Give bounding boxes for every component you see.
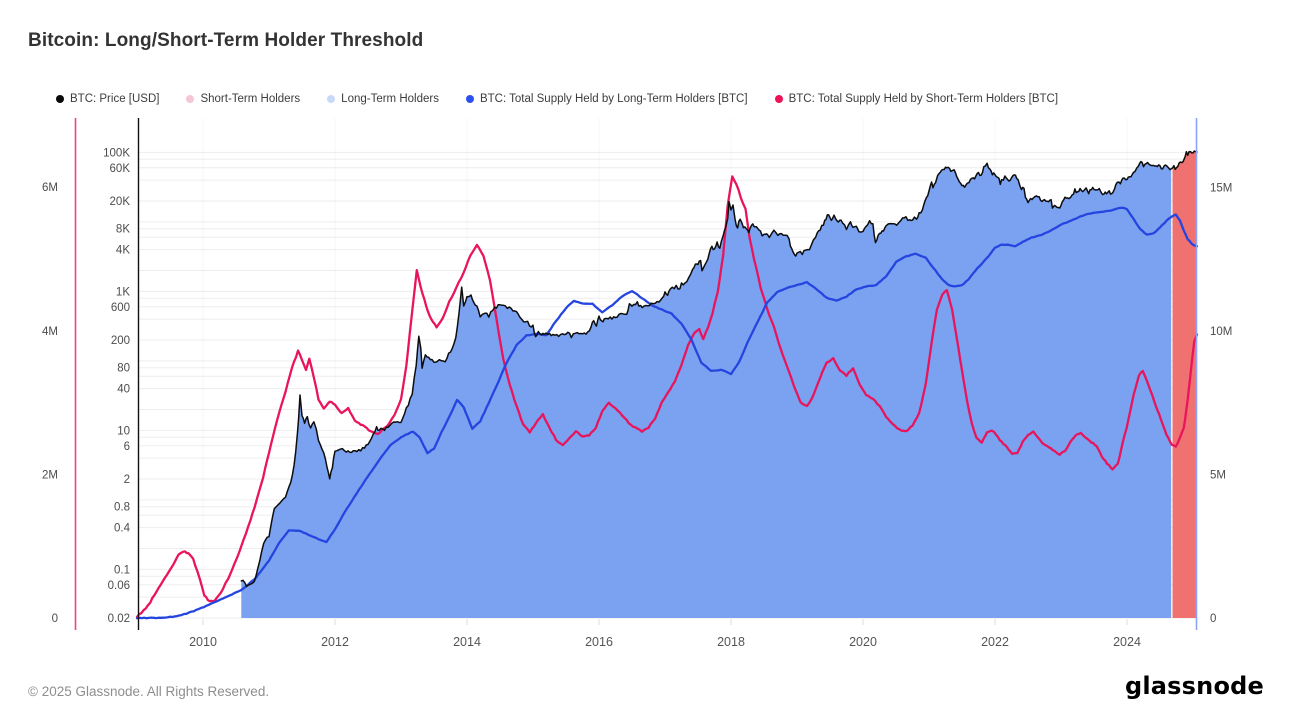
axis-tick-label: 40	[117, 384, 130, 396]
axis-tick-label: 0.1	[114, 564, 130, 576]
lth-supply-line	[135, 206, 1199, 620]
axis-tick-label: 600	[111, 302, 130, 314]
glassnode-logo[interactable]: glassnode	[1124, 672, 1264, 700]
legend-item-0[interactable]: BTC: Price [USD]	[56, 93, 159, 105]
legend: BTC: Price [USD] Short-Term Holders Long-T…	[56, 93, 1058, 105]
axis-tick-label: 0	[1210, 613, 1216, 625]
legend-item-1[interactable]: Short-Term Holders	[186, 93, 300, 105]
axis-tick-label: 1K	[116, 286, 130, 298]
axis-tick-label: 0.8	[114, 502, 130, 514]
axis-tick-label: 2	[124, 474, 130, 486]
axis-tick-label: 8K	[116, 224, 130, 236]
axis-tick-label: 2022	[981, 635, 1009, 649]
sth-supply-line	[135, 175, 1199, 619]
axis-tick-label: 6M	[42, 182, 58, 194]
axis-tick-label: 2012	[321, 635, 349, 649]
axis-tick-label: 0.4	[114, 523, 131, 535]
axis-tick-label: 0.06	[108, 580, 130, 592]
copyright-text: © 2025 Glassnode. All Rights Reserved.	[28, 684, 270, 699]
price-line	[240, 150, 1198, 588]
axis-tick-label: 2010	[189, 635, 217, 649]
axis-tick-label: 6	[124, 441, 130, 453]
axis-tick-label: 200	[111, 335, 130, 347]
legend-item-label: BTC: Total Supply Held by Short-Term Hol…	[788, 93, 1059, 105]
axis-tick-label: 10	[117, 425, 130, 437]
axis-tick-label: 80	[117, 363, 130, 375]
axis-tick-label: 4M	[42, 326, 58, 338]
region-fill	[1172, 151, 1197, 618]
axis-tick-label: 60K	[110, 163, 131, 175]
chart-title: Bitcoin: Long/Short-Term Holder Threshol…	[28, 30, 424, 51]
region-fill	[241, 161, 1172, 618]
legend-item-label: Long-Term Holders	[341, 93, 439, 105]
legend-item-label: BTC: Total Supply Held by Long-Term Hold…	[479, 93, 748, 105]
legend-item-2[interactable]: Long-Term Holders	[327, 93, 439, 105]
legend-dot-icon	[327, 95, 336, 103]
axis-tick-label: 4K	[116, 245, 130, 257]
axis-tick-label: 100K	[103, 147, 130, 159]
legend-item-4[interactable]: BTC: Total Supply Held by Short-Term Hol…	[774, 93, 1059, 105]
axis-tick-label: 0	[52, 613, 58, 625]
axis-tick-label: 2024	[1113, 635, 1141, 649]
legend-item-label: BTC: Price [USD]	[70, 93, 160, 105]
legend-item-3[interactable]: BTC: Total Supply Held by Long-Term Hold…	[465, 93, 748, 105]
axis-tick-label: 0.02	[108, 613, 130, 625]
legend-dot-icon	[56, 95, 64, 103]
axis-tick-label: 15M	[1210, 183, 1232, 195]
axis-tick-label: 2020	[849, 635, 877, 649]
legend-dot-icon	[774, 95, 783, 103]
legend-dot-icon	[465, 95, 474, 103]
axis-tick-label: 10M	[1210, 326, 1232, 338]
legend-item-label: Short-Term Holders	[200, 93, 301, 105]
axis-tick-label: 2014	[453, 635, 481, 649]
axis-tick-label: 20K	[110, 196, 131, 208]
legend-dot-icon	[186, 95, 195, 103]
axis-tick-label: 5M	[1210, 470, 1226, 482]
axis-tick-label: 2M	[42, 469, 58, 481]
axis-tick-label: 2016	[585, 635, 613, 649]
axis-tick-label: 2018	[717, 635, 745, 649]
